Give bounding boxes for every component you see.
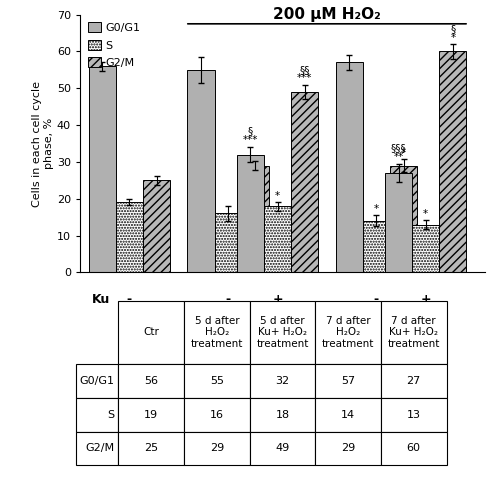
Bar [116, 203, 143, 272]
Text: Ku: Ku [92, 293, 110, 306]
Text: *: * [423, 209, 428, 219]
Text: §
***: § *** [242, 127, 258, 145]
Text: 7 d: 7 d [391, 307, 411, 320]
Bar [412, 225, 440, 272]
Text: 200 μM H₂O₂: 200 μM H₂O₂ [273, 7, 381, 22]
Bar [88, 66, 116, 272]
Legend: G0/G1, S, G2/M: G0/G1, S, G2/M [86, 20, 143, 70]
Text: §
*: § * [450, 24, 456, 43]
Text: *: * [401, 148, 406, 158]
Y-axis label: Cells in each cell cycle
phase, %: Cells in each cell cycle phase, % [32, 80, 54, 206]
Text: 5 d: 5 d [243, 307, 263, 320]
Bar [440, 52, 466, 272]
Text: *: * [275, 190, 280, 201]
Text: *: * [374, 204, 379, 214]
Text: Ctr: Ctr [120, 307, 139, 320]
Bar [390, 166, 417, 272]
Bar [385, 173, 412, 272]
Text: §§
***: §§ *** [297, 65, 312, 83]
Text: -: - [374, 293, 379, 306]
Text: -: - [127, 293, 132, 306]
Text: §§§
**: §§§ ** [390, 143, 406, 162]
Bar [291, 92, 318, 272]
Bar [242, 166, 269, 272]
Text: +: + [272, 293, 283, 306]
Bar [237, 154, 264, 272]
Bar [143, 180, 170, 272]
Text: -: - [226, 293, 230, 306]
Bar [264, 206, 291, 272]
Bar [214, 213, 242, 272]
Bar [336, 62, 363, 272]
Text: +: + [420, 293, 431, 306]
Bar [363, 221, 390, 272]
Bar [188, 70, 214, 272]
